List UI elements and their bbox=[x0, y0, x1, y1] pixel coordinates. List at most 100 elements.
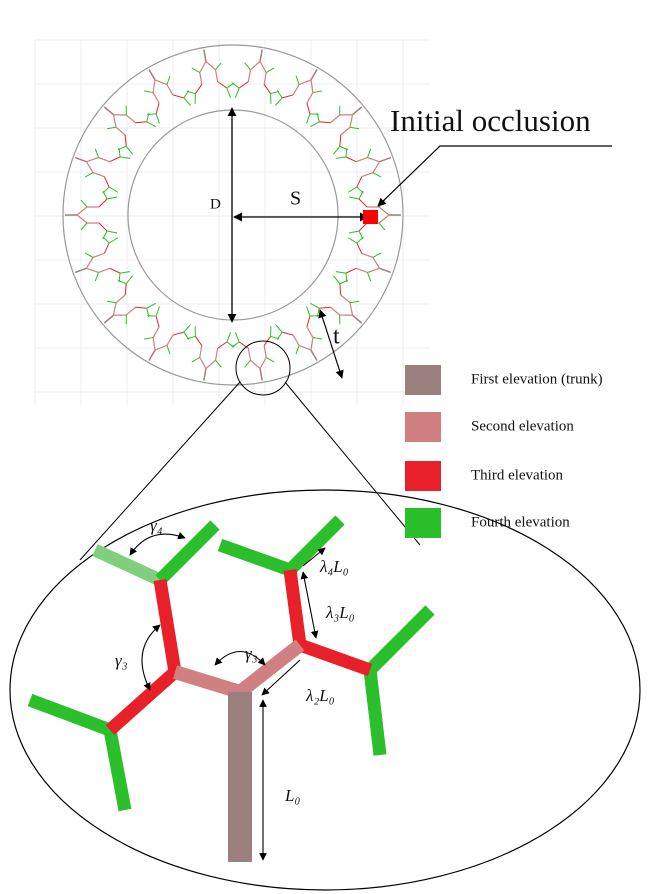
branch bbox=[270, 90, 280, 95]
s-label: S bbox=[290, 188, 301, 210]
length-arrow bbox=[300, 571, 319, 639]
branch bbox=[339, 134, 342, 147]
lambda-label: λ₃L₀ bbox=[325, 603, 355, 622]
branch bbox=[217, 341, 228, 349]
trunk bbox=[259, 368, 263, 381]
branch bbox=[263, 84, 272, 94]
fourth-branch bbox=[103, 728, 132, 812]
branch bbox=[306, 102, 311, 115]
vessel-tree bbox=[310, 275, 363, 325]
vessel-tree bbox=[74, 147, 131, 194]
branch bbox=[106, 126, 117, 130]
branch bbox=[125, 314, 127, 325]
branch bbox=[106, 230, 118, 234]
vessel-tree bbox=[310, 105, 363, 155]
branch bbox=[205, 348, 219, 370]
branch bbox=[340, 114, 354, 136]
branch bbox=[155, 306, 160, 317]
trunk bbox=[103, 314, 114, 324]
branch bbox=[143, 336, 154, 340]
occlusion-pointer bbox=[377, 145, 612, 207]
branch bbox=[183, 331, 190, 340]
branch bbox=[295, 345, 300, 355]
vessel-tree bbox=[65, 190, 118, 240]
trunk bbox=[203, 368, 207, 381]
branch bbox=[154, 79, 174, 96]
branch bbox=[124, 283, 127, 296]
branch bbox=[76, 206, 99, 216]
trunk bbox=[74, 267, 87, 274]
branch bbox=[361, 161, 381, 178]
branch bbox=[282, 94, 294, 99]
branch bbox=[217, 81, 228, 89]
occlusion-label: Initial occlusion bbox=[390, 103, 591, 138]
legend-swatch bbox=[405, 412, 441, 442]
vessel-tree bbox=[74, 236, 131, 283]
trunk bbox=[379, 156, 392, 163]
branch bbox=[361, 252, 381, 269]
fourth-branch bbox=[285, 515, 345, 575]
branch bbox=[94, 272, 100, 282]
branch bbox=[124, 134, 127, 147]
branch bbox=[146, 121, 156, 128]
third-branch bbox=[153, 578, 182, 674]
angle-arrow bbox=[214, 651, 266, 666]
branch bbox=[310, 121, 320, 128]
branch bbox=[98, 198, 108, 208]
branch bbox=[356, 236, 364, 244]
branch bbox=[183, 97, 191, 106]
trunk bbox=[352, 106, 363, 116]
fourth-branch bbox=[217, 538, 293, 577]
branch bbox=[345, 156, 357, 163]
legend-swatch bbox=[405, 508, 441, 538]
branch bbox=[234, 332, 240, 343]
branch bbox=[349, 300, 360, 304]
branch bbox=[205, 60, 219, 82]
zoom-circle bbox=[9, 489, 641, 891]
angle-arrow bbox=[141, 624, 161, 691]
branch bbox=[234, 87, 240, 98]
branch bbox=[348, 230, 360, 234]
fourth-branch bbox=[92, 544, 163, 586]
branch bbox=[109, 156, 121, 163]
branch bbox=[94, 148, 100, 158]
branch bbox=[330, 114, 353, 124]
branch bbox=[306, 326, 314, 351]
branch bbox=[356, 186, 364, 194]
branch bbox=[118, 273, 121, 283]
legend-swatch bbox=[405, 365, 441, 395]
branch bbox=[333, 145, 341, 155]
branch bbox=[247, 60, 261, 82]
vessel-tree bbox=[143, 306, 191, 361]
vessel-trees bbox=[65, 49, 401, 381]
branch bbox=[86, 267, 111, 274]
branch bbox=[306, 79, 314, 104]
legend: First elevation (trunk) Second elevation T… bbox=[405, 365, 603, 538]
branch bbox=[310, 302, 320, 309]
branch bbox=[102, 230, 108, 240]
legend-label: Second elevation bbox=[471, 418, 574, 434]
branch bbox=[143, 90, 154, 94]
branch bbox=[147, 113, 157, 115]
branch bbox=[106, 300, 117, 304]
branch bbox=[319, 306, 331, 309]
branch bbox=[339, 283, 342, 296]
branch bbox=[194, 326, 196, 337]
branch bbox=[265, 356, 275, 363]
vessel-tree bbox=[335, 147, 392, 194]
zoom-source bbox=[235, 340, 291, 396]
branch bbox=[183, 324, 191, 333]
branch bbox=[309, 315, 319, 317]
branch bbox=[154, 334, 174, 351]
fourth-branch bbox=[363, 669, 387, 756]
branch bbox=[119, 271, 131, 274]
branch bbox=[372, 172, 382, 178]
branch bbox=[172, 94, 184, 99]
branch bbox=[80, 199, 88, 208]
trunk bbox=[148, 69, 156, 81]
legend-swatch bbox=[405, 461, 441, 491]
branch bbox=[166, 345, 171, 355]
fourth-branch bbox=[155, 520, 220, 585]
branch bbox=[125, 145, 133, 155]
